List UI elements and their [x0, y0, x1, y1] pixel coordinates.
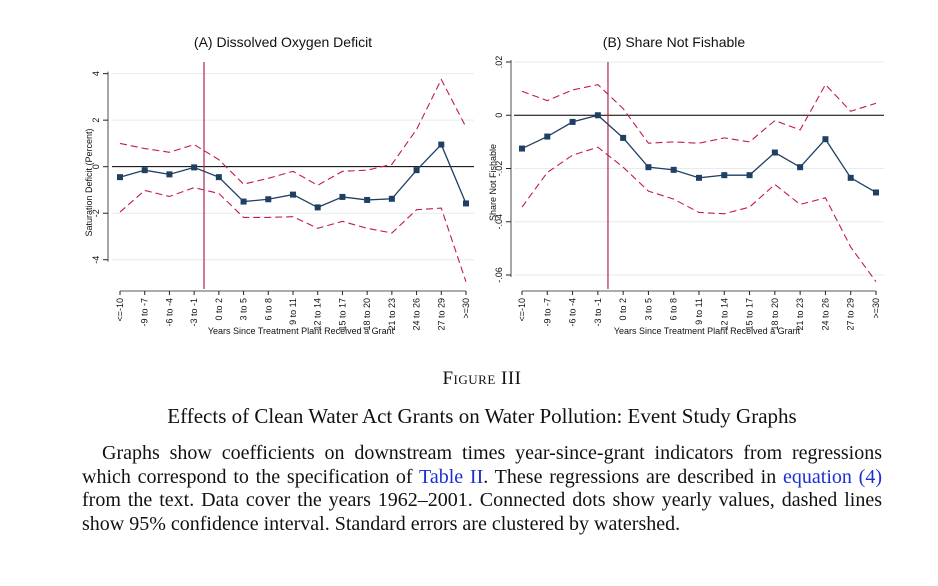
data-point — [215, 174, 222, 181]
data-point — [141, 167, 148, 174]
x-axis-label: Years Since Treatment Plant Received a G… — [614, 326, 801, 336]
x-tick-label: 15 to 17 — [745, 298, 755, 331]
estimate-line — [521, 114, 877, 194]
caption-text-2: . These regressions are described in — [483, 465, 784, 488]
y-tick-label: -.02 — [494, 161, 504, 177]
y-tick-label: 2 — [91, 118, 101, 123]
y-tick-label: 4 — [91, 71, 101, 76]
x-tick-label: -6 to -4 — [568, 298, 578, 327]
table-ii-link[interactable]: Table II — [419, 465, 484, 488]
caption-text-1: Graphs show coefficients on downstream t… — [82, 442, 882, 488]
y-tick-label: -2 — [91, 209, 101, 217]
data-point — [519, 145, 525, 152]
data-point — [645, 164, 652, 171]
data-point — [746, 172, 753, 179]
data-point — [594, 112, 601, 119]
chart-title: (A) Dissolved Oxygen Deficit — [194, 34, 372, 50]
data-point — [265, 196, 272, 203]
x-tick-label: 9 to 11 — [694, 298, 704, 325]
data-point — [696, 174, 702, 181]
data-point — [314, 204, 321, 211]
y-axis-label: Share Not Fishable — [488, 144, 498, 221]
x-tick-label: 6 to 8 — [263, 298, 273, 321]
figure-charts: (A) Dissolved Oxygen Deficit -4 -2 0 2 4 Satur… — [84, 34, 884, 336]
ci-upper-line — [119, 78, 467, 186]
x-tick-label: <=-10 — [517, 298, 527, 322]
data-point — [569, 118, 576, 125]
figure-label: Figure III — [442, 368, 522, 389]
x-tick-label: 12 to 14 — [313, 298, 323, 331]
equation-4-link[interactable]: equation (4) — [783, 465, 883, 488]
x-tick-label: 18 to 20 — [362, 298, 372, 331]
x-tick-label: 6 to 8 — [669, 298, 679, 321]
data-point — [290, 191, 296, 198]
x-axis-label: Years Since Treatment Plant Received a G… — [208, 326, 395, 336]
x-tick-label: -6 to -4 — [164, 298, 174, 327]
x-tick-label: 27 to 29 — [846, 298, 856, 331]
x-tick-label: 9 to 11 — [288, 298, 298, 325]
y-axis-label: Saturation Deficit (Percent) — [84, 128, 94, 236]
ci-lower-line — [119, 187, 467, 283]
data-point — [847, 174, 854, 181]
data-point — [413, 167, 420, 174]
x-tick-label: 21 to 23 — [795, 298, 805, 331]
data-point — [117, 174, 123, 181]
data-point — [463, 200, 469, 207]
y-tick-label: .02 — [494, 56, 504, 69]
x-tick-label: -3 to -1 — [593, 298, 603, 327]
chart-title: (B) Share Not Fishable — [603, 34, 746, 50]
x-tick-label: 24 to 26 — [820, 298, 830, 331]
data-point — [339, 193, 346, 200]
data-point — [166, 171, 173, 178]
data-point — [191, 164, 198, 171]
y-tick-label: 0 — [494, 113, 504, 118]
data-point — [544, 133, 551, 140]
caption-text-3: from the text. Data cover the years 1962… — [82, 489, 882, 535]
x-tick-label: 21 to 23 — [387, 298, 397, 331]
x-tick-label: 0 to 2 — [214, 298, 224, 321]
x-tick-label: 3 to 5 — [239, 298, 249, 321]
data-point — [721, 172, 728, 179]
y-tick-label: -.06 — [494, 267, 504, 283]
data-point — [670, 166, 677, 173]
x-tick-label: 0 to 2 — [618, 298, 628, 321]
data-point — [822, 136, 829, 143]
x-tick-label: >=30 — [461, 298, 471, 319]
ci-upper-line — [521, 83, 877, 144]
y-tick-label: -4 — [91, 256, 101, 264]
data-point — [771, 149, 778, 156]
x-tick-label: -9 to -7 — [542, 298, 552, 327]
ci-lower-line — [521, 146, 877, 282]
data-point — [438, 141, 445, 148]
y-tick-label: -.04 — [494, 214, 504, 230]
data-point — [797, 164, 804, 171]
x-tick-label: <=-10 — [115, 298, 125, 322]
data-point — [364, 196, 371, 203]
chart-panel-b: (B) Share Not Fishable -.06 -.04 -.02 0 .02 Sh… — [488, 34, 884, 336]
x-tick-label: 27 to 29 — [436, 298, 446, 331]
x-tick-label: 15 to 17 — [337, 298, 347, 331]
figure-title: Effects of Clean Water Act Grants on Wat… — [167, 404, 797, 428]
data-point — [388, 195, 395, 202]
x-tick-label: >=30 — [871, 298, 881, 319]
x-tick-label: 24 to 26 — [412, 298, 422, 331]
data-point — [620, 134, 627, 141]
x-tick-label: 12 to 14 — [719, 298, 729, 331]
x-tick-label: -9 to -7 — [140, 298, 150, 327]
chart-panel-a: (A) Dissolved Oxygen Deficit -4 -2 0 2 4 Satur… — [84, 34, 474, 336]
x-tick-label: 18 to 20 — [770, 298, 780, 331]
data-point — [240, 198, 247, 205]
y-tick-label: 0 — [91, 164, 101, 169]
data-point — [873, 189, 879, 196]
x-tick-label: -3 to -1 — [189, 298, 199, 327]
figure-caption: Graphs show coefficients on downstream t… — [82, 442, 882, 536]
x-tick-label: 3 to 5 — [643, 298, 653, 321]
